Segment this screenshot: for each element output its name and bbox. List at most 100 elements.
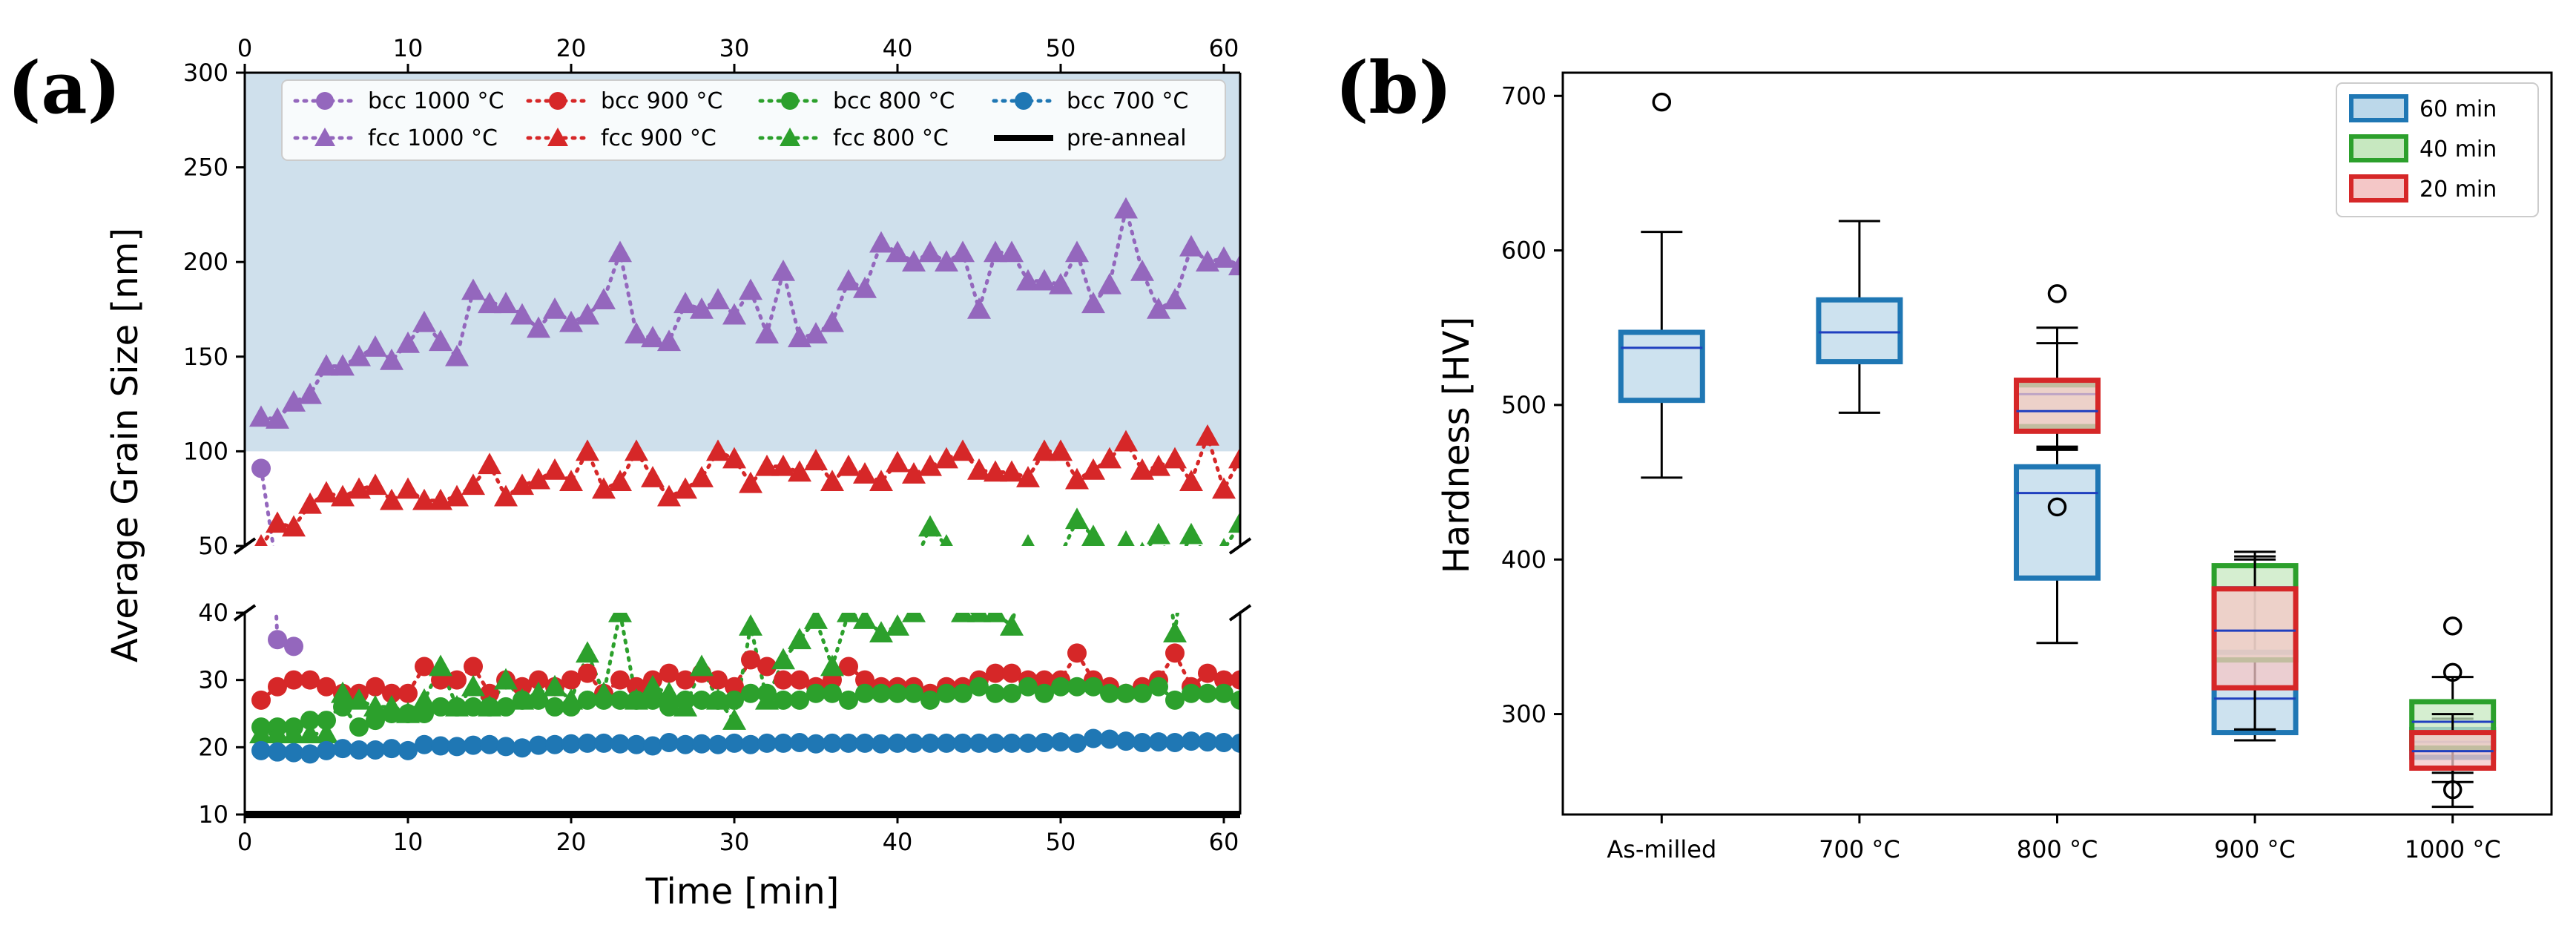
data-point-fcc-900-c — [510, 473, 534, 496]
category-label-900-c: 900 °C — [2214, 835, 2296, 863]
data-point-bcc-700-c — [953, 733, 972, 753]
data-point-bcc-700-c — [855, 733, 874, 753]
box-60-min — [1816, 297, 1903, 365]
data-point-bcc-700-c — [415, 734, 434, 754]
data-point-fcc-800-c — [363, 694, 387, 717]
data-point-fcc-900-c — [1114, 430, 1138, 452]
legend-marker-bcc-1000-c — [316, 92, 334, 110]
data-point-fcc-800-c — [331, 681, 355, 703]
data-point-bcc-700-c — [872, 734, 891, 754]
data-point-bcc-800-c — [1002, 683, 1021, 703]
data-point-bcc-700-c — [692, 734, 711, 754]
data-point-bcc-700-c — [349, 740, 369, 760]
data-point-fcc-900-c — [706, 439, 730, 461]
data-point-fcc-1000-c — [706, 288, 730, 310]
x-tick-label-bottom: 60 — [1209, 828, 1239, 856]
data-point-fcc-800-c — [1179, 522, 1203, 544]
legend-swatch-20-min — [2349, 174, 2408, 203]
y-tick-label: 600 — [1501, 237, 1546, 265]
axis-break-mark — [1228, 537, 1252, 555]
data-point-bcc-800-c — [986, 683, 1005, 703]
y-tick-label: 400 — [1501, 545, 1546, 573]
data-point-bcc-900-c — [447, 670, 467, 690]
data-point-fcc-1000-c — [461, 278, 485, 300]
y-tick-label-upper: 250 — [183, 154, 228, 182]
y-tick-label-lower: 40 — [198, 599, 228, 627]
x-tick-label-bottom: 20 — [556, 828, 587, 856]
data-point-bcc-900-c — [382, 683, 401, 703]
data-point-fcc-800-c — [1081, 524, 1105, 546]
data-point-bcc-700-c — [284, 743, 303, 763]
data-point-bcc-900-c — [1231, 670, 1240, 690]
data-point-fcc-900-c — [254, 534, 268, 546]
data-point-fcc-900-c — [788, 460, 811, 482]
data-point-fcc-1000-c — [951, 240, 975, 263]
data-point-bcc-900-c — [659, 663, 679, 683]
outlier-60-min — [1652, 92, 1672, 112]
data-point-fcc-800-c — [527, 681, 550, 703]
legend-swatch-60-min — [2349, 94, 2408, 122]
legend-label-bcc-1000-c: bcc 1000 °C — [368, 88, 504, 114]
legend-label-fcc-800-c: fcc 800 °C — [833, 125, 949, 151]
data-point-bcc-900-c — [1067, 643, 1087, 663]
x-tick-label-bottom: 30 — [719, 828, 750, 856]
data-point-fcc-1000-c — [1081, 292, 1105, 314]
data-point-bcc-800-c — [1018, 677, 1038, 697]
data-point-fcc-800-c — [298, 722, 322, 743]
data-point-bcc-800-c — [839, 690, 858, 710]
data-point-fcc-1000-c — [1032, 269, 1056, 291]
data-point-bcc-800-c — [937, 683, 956, 703]
data-point-bcc-700-c — [594, 733, 613, 753]
data-point-bcc-700-c — [366, 740, 385, 760]
data-point-fcc-900-c — [739, 471, 762, 493]
data-point-fcc-900-c — [608, 470, 632, 492]
data-point-fcc-1000-c — [984, 240, 1007, 263]
data-point-fcc-800-c — [1139, 542, 1145, 546]
data-point-bcc-700-c — [643, 736, 662, 756]
legend-label-fcc-1000-c: fcc 1000 °C — [368, 125, 498, 151]
data-point-fcc-900-c — [1163, 447, 1187, 469]
data-point-fcc-800-c — [1049, 567, 1073, 589]
data-point-bcc-700-c — [610, 734, 630, 754]
data-point-bcc-800-c — [823, 683, 842, 703]
hardness-legend: 60 min 40 min 20 min — [2336, 82, 2539, 217]
data-point-fcc-1000-c — [478, 292, 501, 314]
data-point-fcc-900-c — [576, 439, 599, 461]
y-axis-label: Hardness [HV] — [1436, 317, 1478, 573]
data-point-bcc-700-c — [529, 735, 548, 755]
data-point-bcc-800-c — [1165, 690, 1185, 710]
data-point-fcc-800-c — [445, 694, 469, 717]
data-point-fcc-800-c — [510, 688, 534, 710]
data-point-bcc-800-c — [692, 690, 711, 710]
data-point-fcc-900-c — [820, 470, 844, 492]
legend-swatch-40-min — [2349, 134, 2408, 162]
box-20-min — [2211, 586, 2299, 691]
data-point-fcc-900-c — [673, 477, 697, 499]
data-point-fcc-800-c — [837, 613, 860, 622]
x-tick-label-top: 10 — [393, 34, 424, 62]
data-point-fcc-800-c — [1000, 614, 1024, 636]
data-point-fcc-900-c — [298, 492, 322, 514]
series-line-bcc-700-c — [261, 600, 1240, 605]
data-point-fcc-800-c — [461, 674, 485, 697]
data-point-fcc-900-c — [935, 447, 958, 469]
data-point-fcc-800-c — [853, 613, 877, 629]
data-point-bcc-800-c — [920, 690, 940, 710]
legend-label-40-min: 40 min — [2419, 136, 2497, 162]
data-point-bcc-900-c — [986, 663, 1005, 683]
lower-subplot-data — [249, 567, 1240, 764]
data-point-bcc-900-c — [1214, 670, 1233, 690]
data-point-bcc-800-c — [1084, 677, 1103, 697]
data-point-bcc-900-c — [366, 677, 385, 697]
data-point-fcc-900-c — [1228, 447, 1240, 469]
data-point-bcc-800-c — [1133, 683, 1152, 703]
data-point-bcc-700-c — [1231, 733, 1240, 753]
y-tick-label: 500 — [1501, 391, 1546, 419]
data-point-fcc-900-c — [1000, 460, 1024, 482]
data-point-bcc-800-c — [545, 697, 564, 717]
x-tick-label-top: 30 — [719, 34, 750, 62]
data-point-bcc-800-c — [872, 683, 891, 703]
data-point-fcc-800-c — [592, 681, 616, 703]
data-point-bcc-800-c — [741, 683, 760, 703]
